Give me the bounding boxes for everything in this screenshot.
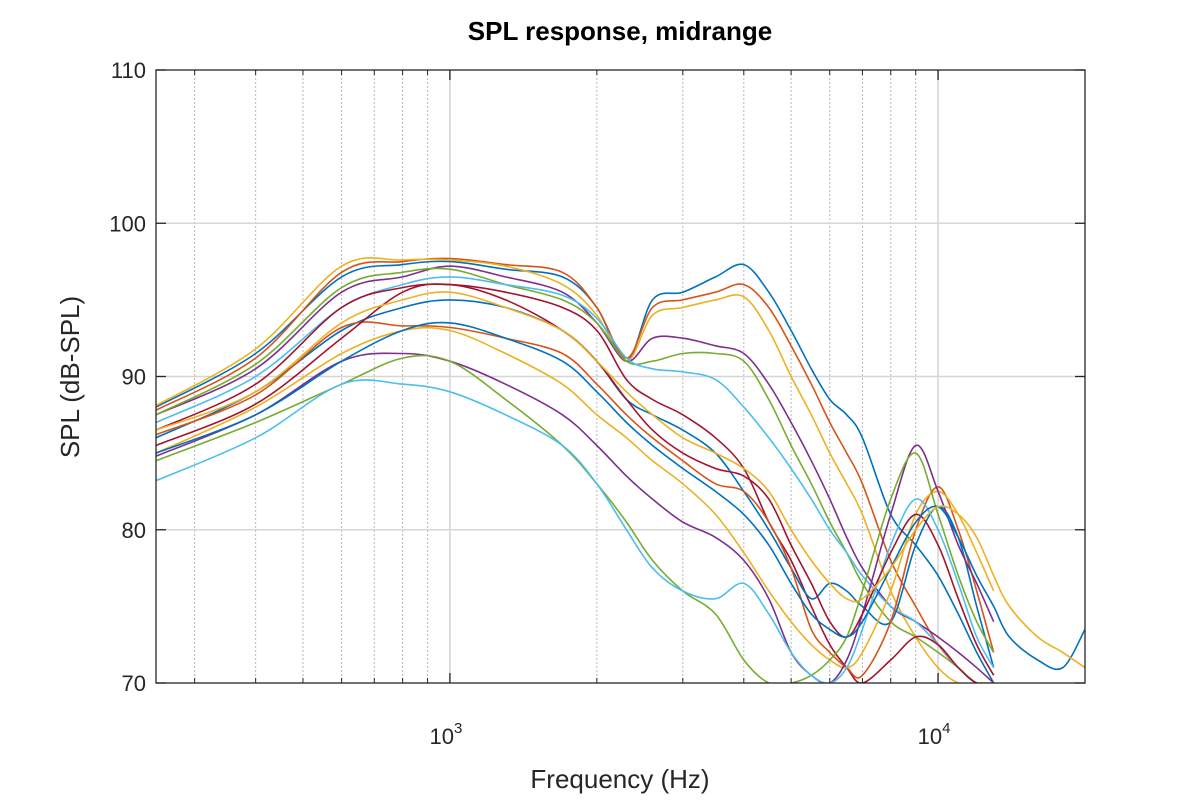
y-tick-label: 80	[122, 518, 146, 543]
series-line-12	[156, 354, 995, 683]
y-axis-label: SPL (dB-SPL)	[55, 296, 85, 458]
y-tick-label: 110	[111, 58, 146, 83]
x-axis-label: Frequency (Hz)	[530, 764, 709, 794]
x-tick-label: 103	[429, 720, 462, 749]
x-tick-exponent: 4	[942, 720, 950, 737]
series-line-14	[156, 283, 995, 676]
series-line-13	[156, 379, 995, 683]
x-tick-base: 10	[429, 724, 453, 749]
series-line-8	[156, 299, 995, 668]
series-line-10	[156, 326, 995, 669]
series-line-6	[156, 276, 994, 683]
series-line-15	[156, 321, 1085, 671]
series-line-1	[156, 260, 995, 683]
series-line-3	[156, 257, 994, 683]
series-line-9	[156, 321, 995, 679]
x-tick-base: 10	[918, 724, 942, 749]
chart-title: SPL response, midrange	[468, 16, 772, 46]
x-tick-exponent: 3	[454, 720, 462, 737]
y-tick-label: 70	[122, 671, 146, 696]
x-tick-label: 104	[918, 720, 951, 749]
series-line-16	[156, 291, 1085, 669]
y-tick-label: 100	[109, 211, 146, 236]
y-tick-label: 90	[122, 365, 146, 390]
series-group	[156, 257, 1085, 683]
